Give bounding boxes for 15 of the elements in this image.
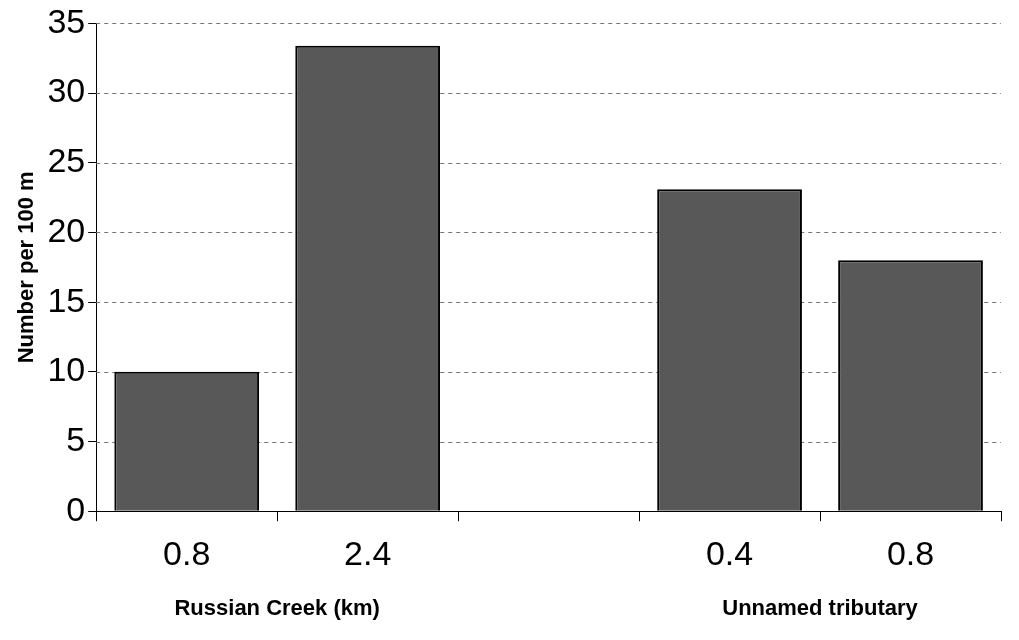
text: Unnamed tributary	[722, 595, 919, 621]
x-tick-label: 0.4	[705, 533, 754, 572]
y-tick-label: 35	[47, 1, 86, 40]
y-tick-label: 30	[47, 71, 86, 110]
x-tick-label: 0.8	[163, 533, 211, 572]
y-tick-label: 5	[66, 419, 86, 458]
y-axis-title: Number per 100 m	[13, 171, 39, 364]
y-tick-label: 10	[47, 350, 86, 389]
y-tick-label: 15	[47, 280, 86, 319]
y-tick-label: 0	[66, 489, 86, 528]
y-tick-label: 25	[47, 141, 86, 180]
text: Russian Creek (km)	[174, 595, 380, 621]
y-tick-label: 20	[47, 210, 86, 249]
x-tick-label: 2.4	[344, 533, 392, 572]
x-tick-label: 0.8	[886, 533, 935, 572]
